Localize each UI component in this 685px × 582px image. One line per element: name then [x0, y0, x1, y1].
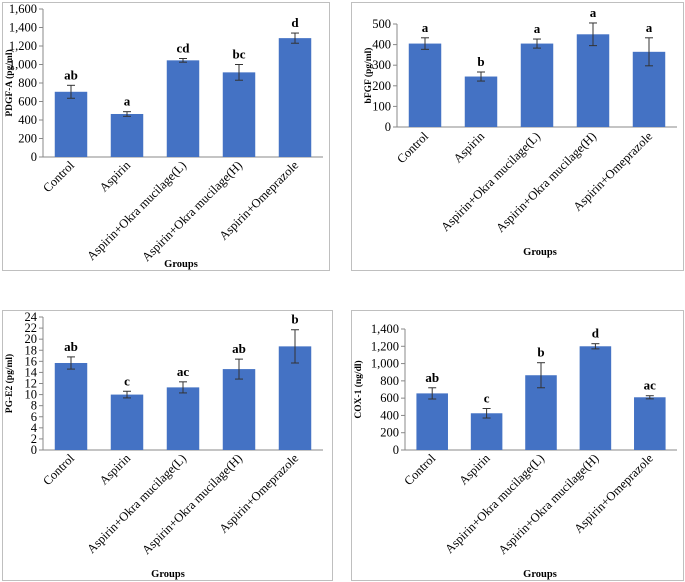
bar: [166, 387, 200, 450]
bar: [576, 34, 610, 127]
data-label: d: [592, 326, 600, 341]
bar: [222, 369, 256, 450]
bar: [110, 113, 144, 157]
x-axis-label: Groups: [523, 569, 557, 580]
chart-frame: [351, 2, 684, 271]
data-label: a: [534, 21, 541, 36]
data-label: a: [590, 5, 597, 20]
y-tick-label: 0: [31, 150, 37, 164]
y-tick-label: 1,400: [371, 322, 399, 336]
bar: [166, 60, 200, 157]
bar: [579, 346, 612, 450]
data-label: ab: [425, 370, 439, 385]
y-tick-label: 200: [380, 426, 399, 440]
data-label: a: [646, 20, 653, 35]
y-tick-label: 20: [25, 332, 38, 346]
bar: [634, 397, 666, 450]
bar: [110, 394, 144, 450]
y-tick-label: 400: [380, 408, 399, 422]
y-tick-label: 400: [18, 113, 37, 127]
data-label: b: [477, 54, 484, 69]
data-label: b: [291, 312, 298, 327]
data-label: c: [484, 391, 490, 406]
data-label: a: [124, 94, 131, 109]
y-tick-label: 10: [25, 388, 38, 402]
y-axis-label: PG-E2 (pg/ml): [4, 354, 15, 413]
bar: [470, 413, 503, 450]
y-tick-label: 1,200: [9, 39, 37, 53]
data-label: ab: [64, 67, 78, 82]
x-axis-label: Groups: [523, 247, 557, 258]
y-tick-label: 100: [372, 99, 391, 113]
y-tick-label: 1,400: [9, 21, 37, 35]
y-axis-label: COX-1 (ng/dl): [353, 360, 364, 418]
bar: [464, 76, 498, 127]
bar: [222, 72, 256, 157]
y-tick-label: 4: [31, 421, 38, 435]
y-tick-label: 1,000: [9, 58, 37, 72]
y-tick-label: 600: [18, 95, 37, 109]
panel-cox-1: 0 200 400 600 800 1,000 1,200 1,400 COX-1 (ng/dl…: [351, 310, 684, 581]
y-tick-label: 0: [393, 443, 399, 457]
data-label: cd: [177, 40, 191, 55]
y-tick-label: 200: [18, 132, 37, 146]
data-label: ac: [177, 364, 190, 379]
y-tick-label: 1,200: [371, 339, 399, 353]
y-tick-label: 16: [25, 354, 38, 368]
data-label: bc: [233, 47, 246, 62]
panel-pdgf-a: 0 200 400 600 800 1,000 1,200 1,400 1,600 PDGF-A …: [2, 2, 330, 271]
data-label: d: [291, 15, 299, 30]
data-label: ab: [64, 339, 78, 354]
data-label: ac: [644, 378, 657, 393]
y-tick-label: 8: [31, 399, 37, 413]
bar: [54, 91, 88, 157]
y-tick-label: 800: [380, 374, 399, 388]
y-tick-label: 1,600: [9, 2, 37, 16]
y-tick-label: 400: [372, 38, 391, 52]
bar: [408, 43, 442, 127]
data-label: ab: [232, 341, 246, 356]
bar: [416, 393, 448, 450]
y-tick-label: 6: [31, 410, 37, 424]
data-label: b: [537, 345, 544, 360]
y-tick-label: 22: [25, 321, 38, 335]
y-tick-label: 200: [372, 79, 391, 93]
y-tick-label: 12: [25, 377, 38, 391]
y-tick-label: 18: [25, 343, 38, 357]
y-tick-label: 1,000: [371, 357, 399, 371]
data-label: a: [422, 20, 429, 35]
x-axis-label: Groups: [151, 569, 185, 580]
y-tick-label: 2: [31, 432, 37, 446]
y-axis-label: PDGF-A (pg/ml): [4, 49, 15, 116]
bar: [278, 346, 312, 450]
y-tick-label: 600: [380, 391, 399, 405]
y-tick-label: 0: [385, 120, 391, 134]
y-axis-label: bFGF (pg/ml): [363, 48, 374, 104]
y-tick-label: 14: [25, 365, 38, 379]
x-axis-label: Groups: [164, 259, 198, 270]
y-tick-label: 800: [18, 76, 37, 90]
y-tick-label: 500: [372, 17, 391, 31]
y-tick-label: 24: [25, 310, 38, 324]
bar: [520, 43, 554, 127]
y-tick-label: 300: [372, 58, 391, 72]
y-tick-label: 0: [31, 443, 37, 457]
chart-frame: [351, 310, 684, 581]
bar: [278, 38, 312, 158]
bar: [54, 362, 88, 450]
data-label: c: [124, 373, 130, 388]
